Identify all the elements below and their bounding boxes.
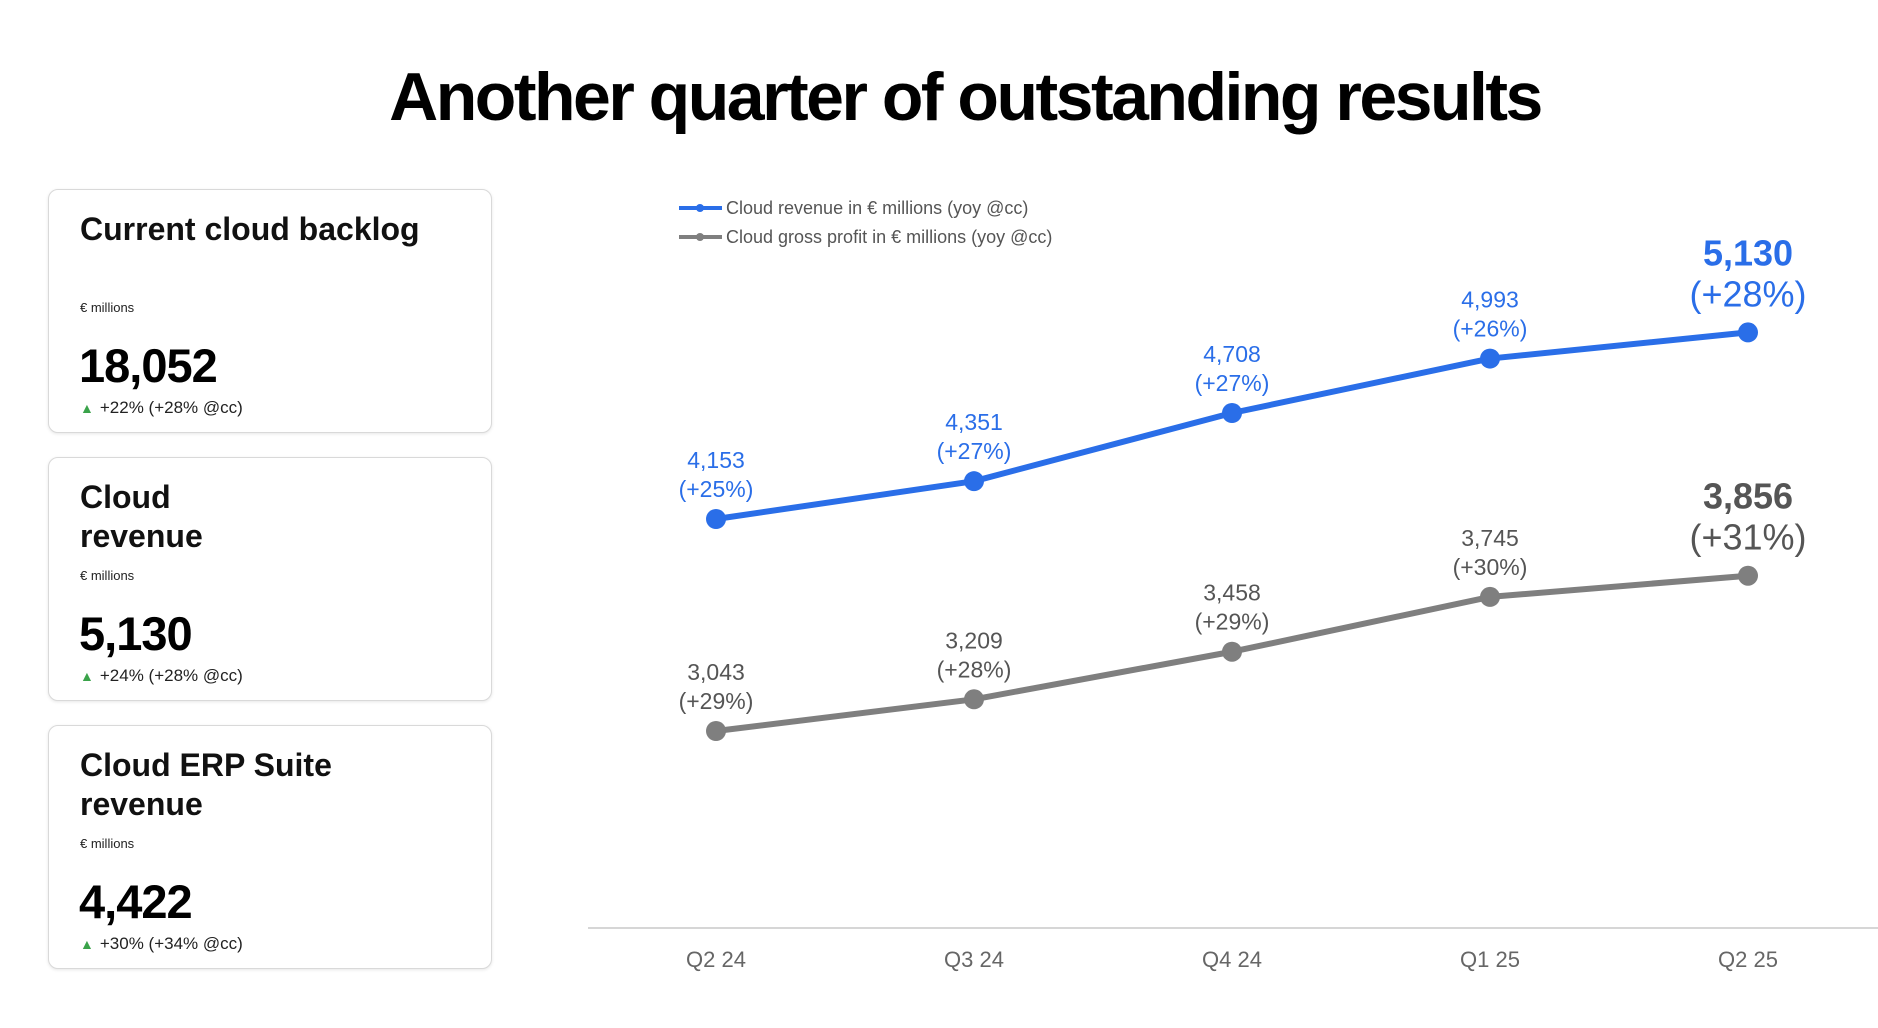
x-tick-label: Q4 24 <box>1202 947 1262 972</box>
triangle-up-icon: ▲ <box>80 936 94 952</box>
card-change: ▲ +30% (+34% @cc) <box>80 934 243 954</box>
series-points <box>706 322 1758 741</box>
value-label: 3,458 <box>1203 580 1261 606</box>
value-label: 3,043 <box>687 659 745 685</box>
growth-label: (+27%) <box>937 438 1012 464</box>
x-axis-ticks: Q2 24 Q3 24 Q4 24 Q1 25 Q2 25 <box>686 947 1778 972</box>
x-tick-label: Q2 24 <box>686 947 746 972</box>
x-tick-label: Q3 24 <box>944 947 1004 972</box>
value-label: 4,153 <box>687 447 745 473</box>
value-label: 4,351 <box>945 409 1003 435</box>
value-label: 3,745 <box>1461 525 1519 551</box>
card-unit: € millions <box>80 568 135 583</box>
triangle-up-icon: ▲ <box>80 668 94 684</box>
card-change-text: +24% (+28% @cc) <box>99 666 243 685</box>
card-unit: € millions <box>80 300 135 315</box>
growth-label: (+25%) <box>679 476 754 502</box>
card-value: 5,130 <box>79 607 193 660</box>
card-title: Cloud ERP Suite revenue <box>80 747 332 822</box>
value-label: 4,708 <box>1203 341 1261 367</box>
growth-label: (+28%) <box>1689 273 1806 314</box>
card-title: Cloud revenue <box>80 479 203 554</box>
data-labels: 4,153 (+25%) 4,351 (+27%) 4,708 (+27%) 4,993 (+… <box>679 232 1807 714</box>
triangle-up-icon: ▲ <box>80 400 94 416</box>
value-label: 4,993 <box>1461 287 1519 313</box>
x-tick-label: Q2 25 <box>1718 947 1778 972</box>
growth-label: (+26%) <box>1453 316 1528 342</box>
card-value: 18,052 <box>79 339 218 392</box>
legend-label: Cloud revenue in € millions (yoy @cc) <box>726 198 1028 218</box>
kpi-card-cloud-revenue: Cloud revenue € millions 5,130 ▲ +24% (+2… <box>48 457 492 701</box>
data-point <box>1738 322 1758 343</box>
data-point <box>1738 565 1758 586</box>
value-label: 5,130 <box>1703 232 1793 273</box>
data-point <box>1222 641 1242 662</box>
value-label: 3,209 <box>945 627 1003 653</box>
data-point <box>706 721 726 741</box>
data-point <box>1480 586 1500 607</box>
data-point <box>964 689 984 710</box>
card-unit: € millions <box>80 836 135 851</box>
legend-marker <box>696 204 704 212</box>
data-point <box>706 509 726 529</box>
card-value: 4,422 <box>79 875 193 928</box>
growth-label: (+30%) <box>1453 554 1528 580</box>
card-title: Current cloud backlog <box>80 211 420 247</box>
growth-label: (+31%) <box>1689 517 1806 558</box>
x-tick-label: Q1 25 <box>1460 947 1520 972</box>
page-title: Another quarter of outstanding results <box>389 59 1543 135</box>
growth-label: (+28%) <box>937 656 1012 682</box>
card-change: ▲ +22% (+28% @cc) <box>80 398 243 418</box>
legend-marker <box>696 233 704 241</box>
kpi-card-cloud-erp-revenue: Cloud ERP Suite revenue € millions 4,422… <box>48 725 492 969</box>
growth-label: (+29%) <box>679 688 754 714</box>
card-change-text: +22% (+28% @cc) <box>99 398 243 417</box>
data-point <box>964 471 984 492</box>
legend-label: Cloud gross profit in € millions (yoy @c… <box>726 227 1052 247</box>
chart-legend: Cloud revenue in € millions (yoy @cc) Clo… <box>679 198 1052 247</box>
kpi-card-cloud-backlog: Current cloud backlog € millions 18,052 … <box>48 189 492 433</box>
growth-label: (+27%) <box>1195 370 1270 396</box>
card-change: ▲ +24% (+28% @cc) <box>80 666 243 686</box>
value-label: 3,856 <box>1703 476 1793 517</box>
data-point <box>1222 403 1242 423</box>
data-point <box>1480 348 1500 369</box>
growth-label: (+29%) <box>1195 609 1270 635</box>
card-change-text: +30% (+34% @cc) <box>99 934 243 953</box>
